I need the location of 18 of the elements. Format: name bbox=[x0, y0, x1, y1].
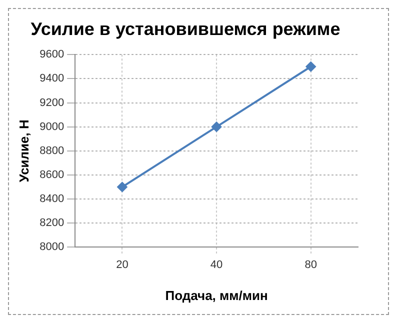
x-tick-label: 80 bbox=[304, 258, 317, 271]
y-axis-title: Усилие, Н bbox=[16, 120, 32, 182]
y-tick-label: 8800 bbox=[40, 144, 64, 157]
point bbox=[117, 182, 128, 192]
y-tick-label: 9000 bbox=[40, 120, 64, 133]
x-axis-title: Подача, мм/мин bbox=[165, 288, 268, 303]
x-tick-label: 40 bbox=[210, 258, 223, 271]
point bbox=[212, 122, 222, 132]
y-tick-label: 8200 bbox=[40, 217, 64, 230]
y-tick-label: 8600 bbox=[40, 169, 64, 182]
y-tick-label: 9400 bbox=[40, 72, 64, 85]
x-tick-label: 20 bbox=[116, 258, 128, 271]
y-tick-label: 9600 bbox=[40, 48, 64, 61]
y-tick-label: 8000 bbox=[40, 241, 64, 254]
chart-title: Усилие в установившемся режиме bbox=[30, 18, 340, 39]
y-tick-label: 8400 bbox=[40, 193, 64, 206]
point bbox=[306, 62, 316, 72]
y-tick-label: 9200 bbox=[40, 96, 64, 109]
